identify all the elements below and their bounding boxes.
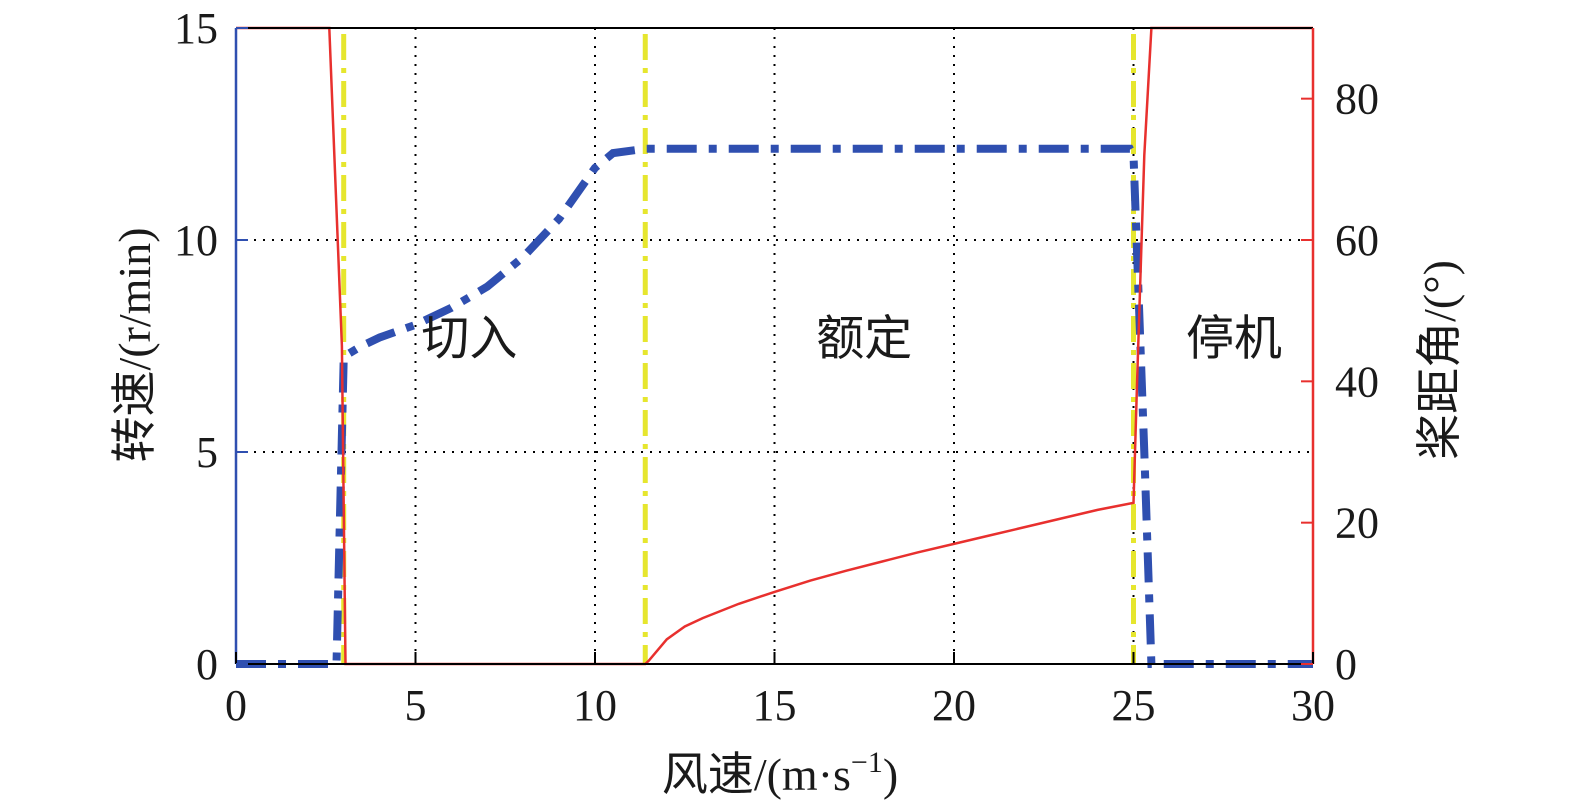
rotor-speed-series [236, 144, 1313, 668]
left-y-tick-label-2: 10 [174, 216, 218, 265]
x-tick-label-4: 20 [932, 681, 976, 730]
x-tick-label-3: 15 [753, 681, 797, 730]
right-y-tick-label-3: 60 [1335, 216, 1379, 265]
left-y-tick-label-1: 5 [196, 428, 218, 477]
x-axis-title: 风速/(m·s−1) [662, 746, 898, 800]
x-tick-label-2: 10 [573, 681, 617, 730]
x-tick-label-5: 25 [1112, 681, 1156, 730]
right-y-tick-label-1: 20 [1335, 499, 1379, 548]
right-y-tick-label-2: 40 [1335, 357, 1379, 406]
right-y-axis-title: 桨距角/(°) [1414, 260, 1465, 460]
left-y-tick-label-3: 15 [174, 4, 218, 53]
x-axis-title-close: ) [883, 749, 898, 800]
left-y-tick-label-0: 0 [196, 640, 218, 689]
right-y-tick-label-4: 80 [1335, 75, 1379, 124]
region-label-2: 停机 [1186, 312, 1282, 365]
x-tick-label-1: 5 [405, 681, 427, 730]
x-tick-label-6: 30 [1291, 681, 1335, 730]
x-tick-label-0: 0 [225, 681, 247, 730]
region-label-1: 额定 [816, 312, 912, 365]
region-label-0: 切入 [421, 312, 517, 365]
right-y-tick-label-0: 0 [1335, 640, 1357, 689]
x-axis-title-superscript: −1 [851, 746, 883, 779]
left-y-axis-title: 转速/(r/min) [109, 227, 160, 462]
